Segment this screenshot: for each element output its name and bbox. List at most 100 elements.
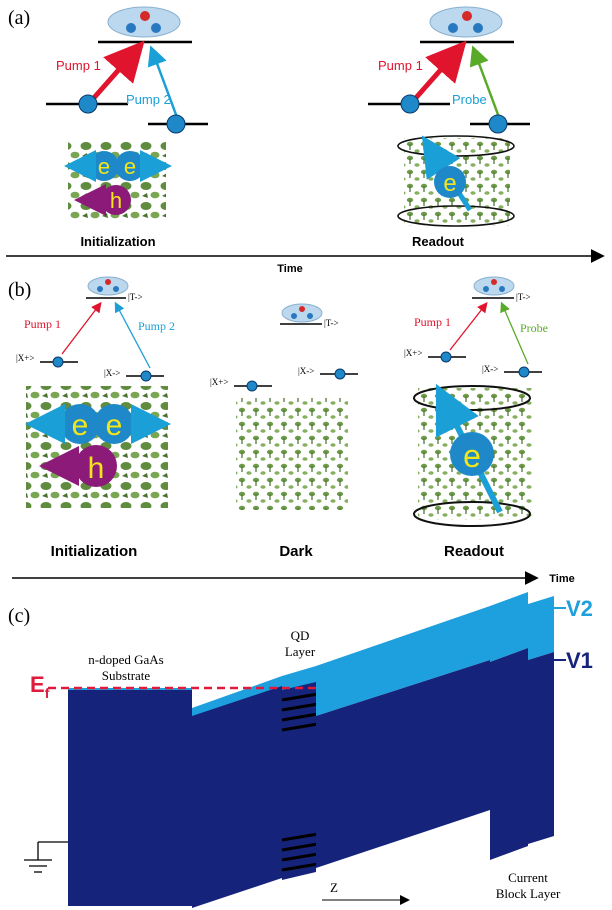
- trion-electron-dot: [126, 23, 136, 33]
- pump1-label: Pump 1: [24, 317, 61, 331]
- ground-electron-icon: [334, 368, 346, 380]
- pump1-arrow: [449, 301, 488, 351]
- block-layer-dark: [490, 648, 528, 860]
- pump2-arrow: [114, 301, 151, 369]
- state-x-minus-label: |X->: [104, 368, 120, 378]
- ground-electron-icon: [440, 351, 452, 363]
- trion-hole-dot: [491, 279, 497, 285]
- panel-a-initialization-diagram: Pump 1 Pump 2 e e h Initialization: [46, 6, 208, 249]
- qd-layer-line: [281, 712, 319, 722]
- end-light: [528, 596, 554, 660]
- trion-hole-dot: [462, 11, 472, 21]
- v2-label: V2: [566, 596, 593, 621]
- panel-a: (a) Pump 1 Pump 2 e e h In: [6, 6, 605, 275]
- readout-label: Readout: [444, 543, 504, 560]
- state-x-plus-label: |X+>: [404, 348, 422, 358]
- ramp-dark-right: [316, 660, 490, 868]
- qd-layer-line: [281, 862, 319, 872]
- trion-hole-dot: [105, 279, 111, 285]
- ramp-dark-left: [192, 686, 282, 908]
- hole-icon: [75, 445, 117, 487]
- qd-label-line2: Layer: [285, 644, 316, 659]
- trion-electron-dot: [473, 23, 483, 33]
- electron-label: e: [463, 438, 481, 474]
- state-x-minus-label: |X->: [482, 364, 498, 374]
- ramp-light-right: [316, 606, 490, 716]
- v1-label: V1: [566, 648, 593, 673]
- block-label-line1: Current: [508, 870, 548, 885]
- electron-label: e: [124, 154, 136, 179]
- pump1-arrow: [61, 301, 102, 355]
- pump2-label: Pump 2: [138, 319, 175, 333]
- qd-layer-line: [281, 852, 319, 862]
- trion-hole-dot: [140, 11, 150, 21]
- ground-electron-icon: [166, 114, 186, 134]
- trion-electron-dot: [291, 313, 297, 319]
- precession-ring: [413, 501, 531, 527]
- initialization-label: Initialization: [51, 543, 138, 560]
- panel-b-readout-diagram: |T-> |X+> |X-> Pump 1 Probe e Readout: [404, 276, 548, 560]
- panel-b: (b) |T-> |X+> |X-> Pump 1 Pump 2 e e: [8, 276, 575, 585]
- probe-label: Probe: [452, 92, 487, 107]
- trion-ellipse: [107, 6, 181, 38]
- readout-label: Readout: [412, 234, 465, 249]
- pump1-label: Pump 1: [378, 58, 423, 73]
- qd-label-line1: QD: [291, 628, 310, 643]
- electron-icon: [89, 151, 119, 181]
- nuclei-array: [236, 398, 348, 510]
- electron-label: e: [443, 170, 456, 197]
- trion-electron-dot: [499, 286, 505, 292]
- pump1-arrow: [90, 40, 145, 102]
- trion-electron-dot: [113, 286, 119, 292]
- electron-label: e: [106, 409, 123, 442]
- panel-c: (c) Ef n-doped GaAs Substrate Q: [8, 592, 593, 908]
- dark-label: Dark: [279, 543, 313, 560]
- z-label: Z: [330, 880, 338, 895]
- ground-electron-icon: [518, 366, 530, 378]
- electron-icon: [60, 404, 100, 444]
- trion-hole-dot: [299, 306, 305, 312]
- qd-dark-band: [282, 682, 316, 880]
- state-t-label: |T->: [128, 292, 143, 302]
- panel-a-readout-diagram: Pump 1 Probe e Readout: [368, 6, 530, 249]
- trion-electron-dot: [97, 286, 103, 292]
- pump1-arrow: [412, 40, 467, 102]
- end-dark: [528, 652, 554, 844]
- pump2-arrow: [147, 45, 180, 121]
- electron-label: e: [72, 409, 89, 442]
- panel-b-dark-diagram: |T-> |X+> |X-> Dark: [210, 303, 358, 560]
- state-t-label: |T->: [324, 318, 339, 328]
- ground-electron-icon: [400, 94, 420, 114]
- pump1-label: Pump 1: [414, 315, 451, 329]
- probe-arrow: [500, 301, 529, 365]
- block-label-line2: Block Layer: [496, 886, 561, 901]
- ground-icon: [24, 841, 68, 873]
- trion-electron-dot: [307, 313, 313, 319]
- electron-icon: [94, 404, 134, 444]
- qd-layer-line: [281, 692, 319, 702]
- panel-a-label: (a): [8, 7, 30, 29]
- hole-label: h: [88, 452, 105, 485]
- time-label: Time: [277, 263, 302, 275]
- qd-layer-line: [281, 722, 319, 732]
- ground-electron-icon: [246, 380, 258, 392]
- trion-ellipse: [429, 6, 503, 38]
- substrate-label-line1: n-doped GaAs: [88, 652, 163, 667]
- electron-icon: [115, 151, 145, 181]
- block-layer-light: [490, 592, 528, 662]
- ground-electron-icon: [52, 356, 64, 368]
- state-x-plus-label: |X+>: [210, 377, 228, 387]
- trion-electron-dot: [483, 286, 489, 292]
- hole-label: h: [110, 188, 122, 213]
- panel-b-label: (b): [8, 279, 31, 301]
- trion-electron-dot: [151, 23, 161, 33]
- ground-electron-icon: [140, 370, 152, 382]
- electron-icon: [450, 432, 494, 476]
- precession-ring: [397, 205, 515, 227]
- ef-label: Ef: [30, 672, 50, 701]
- hole-icon: [101, 185, 131, 215]
- state-t-label: |T->: [516, 292, 531, 302]
- initialization-label: Initialization: [80, 234, 155, 249]
- panel-c-label: (c): [8, 605, 30, 627]
